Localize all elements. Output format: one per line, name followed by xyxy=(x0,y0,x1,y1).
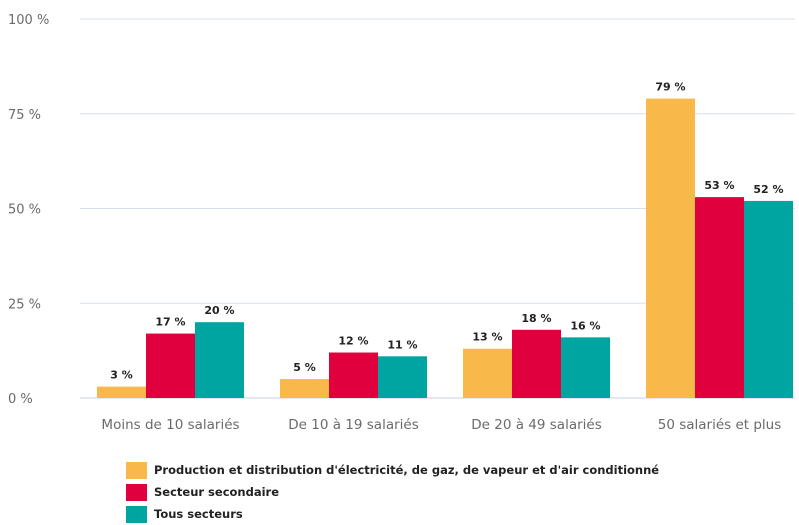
bar-chart: 0 % 25 % 50 % 75 % 100 % 3 % 17 % 20 % 5 % 12 % 1… xyxy=(8,13,795,433)
data-label: 13 % xyxy=(472,331,502,344)
legend-label: Production et distribution d'électricité… xyxy=(154,463,660,477)
x-category-label: De 10 à 19 salariés xyxy=(288,417,418,433)
y-tick-label: 100 % xyxy=(8,13,49,28)
bar xyxy=(146,333,195,398)
legend-label: Secteur secondaire xyxy=(154,485,280,499)
data-label: 5 % xyxy=(293,361,316,374)
x-axis: Moins de 10 salariés De 10 à 19 salariés D… xyxy=(101,417,781,433)
legend-item: Tous secteurs xyxy=(126,503,659,525)
bar xyxy=(329,352,378,398)
legend-label: Tous secteurs xyxy=(154,507,243,521)
y-axis: 0 % 25 % 50 % 75 % 100 % xyxy=(8,13,49,407)
legend-item: Production et distribution d'électricité… xyxy=(126,459,659,481)
data-label: 12 % xyxy=(338,335,368,348)
bar xyxy=(280,379,329,398)
x-category-label: Moins de 10 salariés xyxy=(101,417,239,433)
legend-swatch xyxy=(126,461,147,479)
bar xyxy=(463,348,512,398)
bar xyxy=(646,98,695,398)
data-label: 11 % xyxy=(387,338,417,351)
x-category-label: De 20 à 49 salariés xyxy=(471,417,601,433)
data-labels: 3 % 17 % 20 % 5 % 12 % 11 % 13 % 18 % 16 % 79 % 53… xyxy=(110,81,783,382)
data-label: 53 % xyxy=(704,179,734,192)
bars xyxy=(97,98,793,398)
x-category-label: 50 salariés et plus xyxy=(658,417,782,433)
data-label: 17 % xyxy=(155,316,185,329)
bar xyxy=(744,200,793,398)
data-label: 52 % xyxy=(753,183,783,196)
data-label: 3 % xyxy=(110,369,133,382)
data-label: 18 % xyxy=(521,312,551,325)
bar xyxy=(195,322,244,398)
bar xyxy=(561,337,610,398)
bar xyxy=(695,197,744,398)
bar xyxy=(512,329,561,398)
y-tick-label: 50 % xyxy=(8,203,41,218)
legend-swatch xyxy=(126,505,147,523)
bar xyxy=(97,386,146,398)
legend-item: Secteur secondaire xyxy=(126,481,659,503)
y-tick-label: 25 % xyxy=(8,297,41,312)
data-label: 16 % xyxy=(570,319,600,332)
legend: Production et distribution d'électricité… xyxy=(126,459,659,525)
legend-swatch xyxy=(126,483,147,501)
y-tick-label: 0 % xyxy=(8,392,33,407)
data-label: 79 % xyxy=(655,81,685,94)
y-tick-label: 75 % xyxy=(8,108,41,123)
data-label: 20 % xyxy=(204,304,234,317)
bar xyxy=(378,356,427,398)
